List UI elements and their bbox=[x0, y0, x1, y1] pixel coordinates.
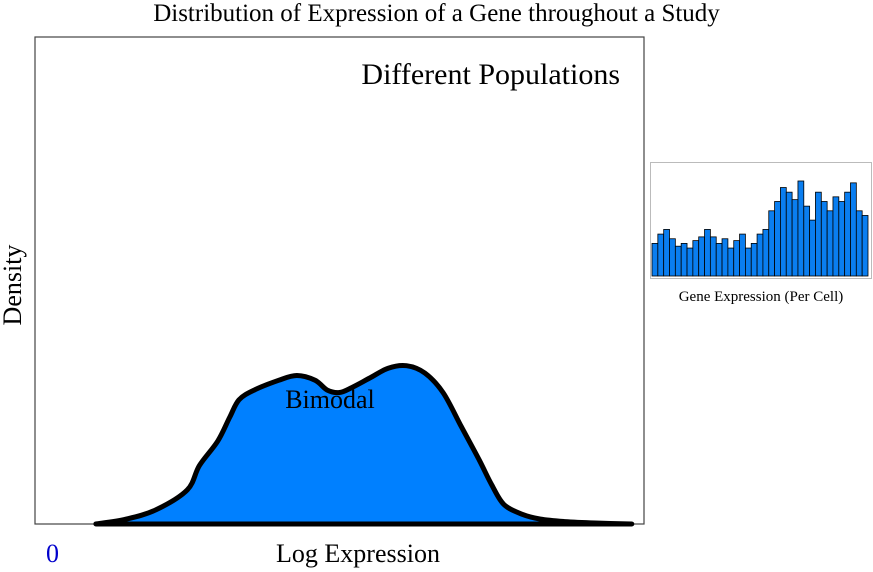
inset-bar bbox=[727, 247, 735, 277]
inset-bars bbox=[651, 180, 869, 277]
inset-bar bbox=[669, 238, 676, 277]
inset-bar bbox=[733, 240, 740, 277]
x-axis-label: Log Expression bbox=[276, 539, 440, 568]
inset-bar bbox=[844, 191, 851, 277]
density-curve bbox=[93, 362, 635, 527]
inset-bar bbox=[739, 233, 746, 277]
inset-bar bbox=[768, 210, 776, 277]
inset-bar bbox=[797, 180, 805, 277]
inset-bar bbox=[826, 210, 834, 277]
inset-bar bbox=[721, 238, 729, 277]
inset-bar bbox=[850, 182, 857, 277]
inset-bar bbox=[838, 201, 846, 277]
inset-bar bbox=[704, 229, 711, 277]
inset-bar bbox=[855, 210, 863, 277]
inset-bar bbox=[791, 199, 799, 277]
inset-bar bbox=[686, 247, 694, 277]
subtitle-populations: Different Populations bbox=[361, 58, 620, 91]
inset-bar bbox=[674, 245, 682, 277]
inset-bar bbox=[815, 191, 822, 277]
inset-bar bbox=[762, 229, 770, 277]
inset-bar bbox=[715, 243, 723, 277]
inset-bar bbox=[709, 236, 717, 277]
inset-bar bbox=[832, 196, 840, 277]
inset-bar bbox=[861, 215, 869, 277]
inset-bar bbox=[756, 233, 764, 277]
x-tick-zero: 0 bbox=[46, 539, 59, 568]
y-axis-label: Density bbox=[0, 244, 27, 326]
chart-title: Distribution of Expression of a Gene thr… bbox=[153, 0, 720, 27]
inset-x-axis-label: Gene Expression (Per Cell) bbox=[678, 289, 844, 305]
inset-bar bbox=[780, 187, 787, 277]
inset-bar bbox=[785, 191, 793, 277]
inset-bar bbox=[657, 233, 665, 277]
inset-bar bbox=[698, 236, 705, 277]
inset-bar bbox=[663, 229, 670, 277]
inset-bar bbox=[651, 243, 659, 277]
inset-bar bbox=[692, 240, 700, 277]
inset-bar bbox=[803, 205, 811, 277]
bimodal-annotation: Bimodal bbox=[285, 385, 375, 414]
inset-bar bbox=[820, 201, 828, 277]
inset-bar bbox=[680, 243, 688, 277]
inset-bar bbox=[750, 243, 758, 277]
inset-bar bbox=[809, 219, 816, 277]
inset-bar bbox=[745, 247, 752, 277]
inset-bar bbox=[774, 201, 781, 277]
inset-histogram bbox=[650, 162, 872, 279]
